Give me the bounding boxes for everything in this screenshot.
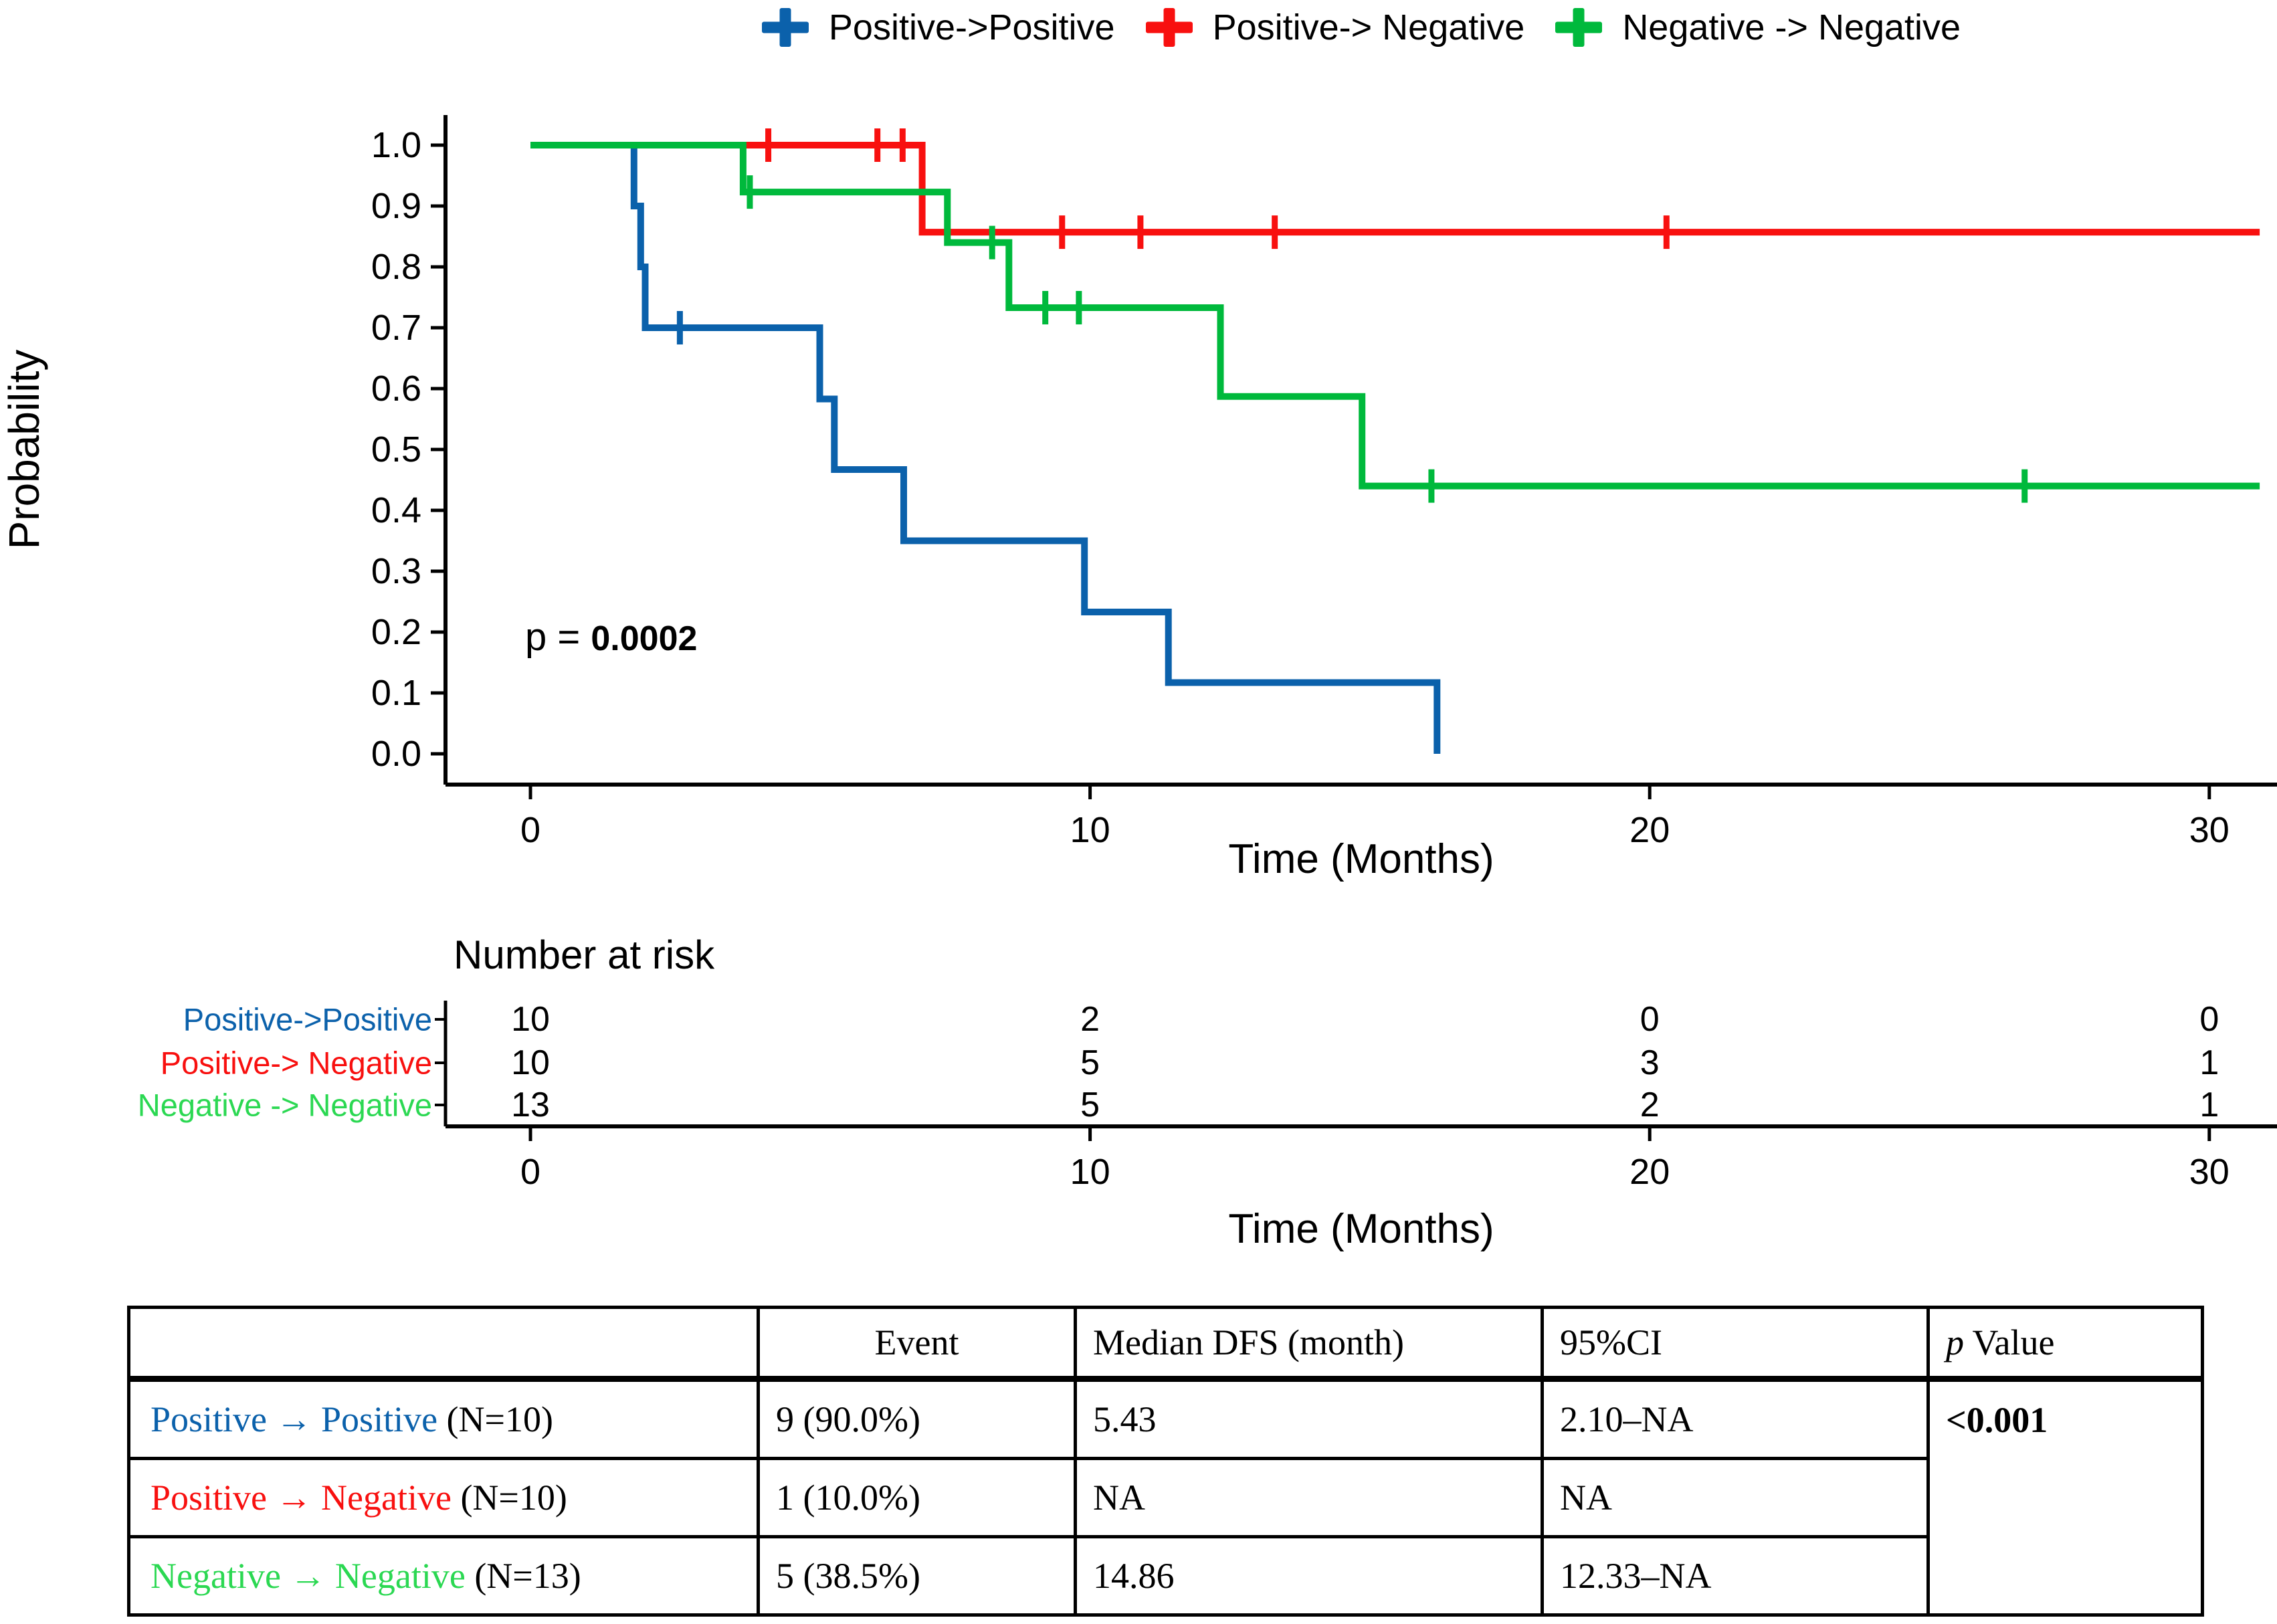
y-tick-label: 0.6 xyxy=(371,369,421,409)
summary-table-row-0: Positive → Positive (N=10) 9 (90.0%) 5.43 2… xyxy=(127,1377,2204,1617)
median-cell: NA xyxy=(1074,1457,1544,1538)
risk-x-tick-label: 20 xyxy=(1629,1152,1670,1192)
risk-count: 1 xyxy=(2199,1086,2219,1124)
p-value-cell: <0.001 xyxy=(1926,1377,2204,1617)
risk-count: 1 xyxy=(2199,1043,2219,1082)
risk-count: 10 xyxy=(511,1000,550,1039)
km-curve-positive-negative xyxy=(530,142,2260,236)
legend-label: Positive-> Negative xyxy=(1212,7,1525,47)
risk-x-tick-label: 10 xyxy=(1070,1152,1110,1192)
km-curve-positive-positive xyxy=(530,142,1441,754)
y-tick-label: 0.8 xyxy=(371,247,421,287)
km-plot: 0.00.10.20.30.40.50.60.70.80.91.00 10 20 30… xyxy=(0,115,2277,1252)
p-value-annotation: p = 0.0002 xyxy=(525,615,697,659)
group-label-cell: Positive → Negative (N=10) xyxy=(127,1457,760,1538)
median-cell: 5.43 xyxy=(1074,1377,1544,1460)
km-curve-negative-negative xyxy=(530,142,2260,490)
x-tick-label: 30 xyxy=(2189,810,2230,850)
y-tick-label: 1.0 xyxy=(371,125,421,165)
summary-table-header-row: Event Median DFS (month) 95%CI p Value xyxy=(127,1306,2204,1382)
y-tick-label: 0.4 xyxy=(371,490,421,530)
ci-cell: 12.33–NA xyxy=(1541,1535,1930,1617)
risk-count: 3 xyxy=(1640,1043,1660,1082)
risk-x-tick-label: 0 xyxy=(520,1152,540,1192)
risk-row-label: Negative -> Negative xyxy=(138,1088,432,1123)
risk-table-title: Number at risk xyxy=(454,932,715,977)
ci-cell: 2.10–NA xyxy=(1541,1377,1930,1460)
ci-cell: NA xyxy=(1541,1457,1930,1538)
y-tick-label: 0.0 xyxy=(371,734,421,774)
group-name: Positive → Negative xyxy=(151,1478,452,1518)
event-cell: 9 (90.0%) xyxy=(757,1377,1077,1460)
plot-legend: Positive->Positive Positive-> Negative Neg… xyxy=(446,4,2277,51)
risk-count: 2 xyxy=(1080,1000,1100,1039)
header-group xyxy=(127,1306,760,1382)
risk-count: 2 xyxy=(1640,1086,1660,1124)
x-tick-label: 10 xyxy=(1070,810,1110,850)
risk-row-label: Positive->Positive xyxy=(183,1002,432,1037)
risk-count: 5 xyxy=(1080,1086,1100,1124)
group-n: (N=13) xyxy=(465,1556,581,1596)
legend-label: Positive->Positive xyxy=(828,7,1115,47)
group-label-cell: Positive → Positive (N=10) xyxy=(127,1377,760,1460)
header-median-dfs: Median DFS (month) xyxy=(1074,1306,1544,1382)
risk-count: 10 xyxy=(511,1043,550,1082)
summary-table: Event Median DFS (month) 95%CI p Value P… xyxy=(127,1306,2204,1617)
risk-count: 5 xyxy=(1080,1043,1100,1082)
risk-count: 13 xyxy=(511,1086,550,1124)
y-tick-label: 0.2 xyxy=(371,612,421,652)
header-p-value: p Value xyxy=(1926,1306,2204,1382)
y-tick-label: 0.5 xyxy=(371,429,421,470)
x-tick-label: 20 xyxy=(1629,810,1670,850)
header-95ci: 95%CI xyxy=(1541,1306,1930,1382)
header-event: Event xyxy=(757,1306,1077,1382)
legend-item-0: Positive->Positive xyxy=(762,7,1115,48)
group-label-cell: Negative → Negative (N=13) xyxy=(127,1535,760,1617)
p-italic: p xyxy=(1946,1322,1964,1362)
event-cell: 1 (10.0%) xyxy=(757,1457,1077,1538)
legend-label: Negative -> Negative xyxy=(1622,7,1961,47)
y-axis-title: Probability xyxy=(0,350,48,550)
y-tick-label: 0.7 xyxy=(371,308,421,348)
summary-table-row-2: Negative → Negative (N=13) 5 (38.5%) 14.86… xyxy=(127,1535,2203,1617)
summary-table-row-1: Positive → Negative (N=10) 1 (10.0%) NA NA xyxy=(127,1457,2203,1538)
y-tick-label: 0.3 xyxy=(371,551,421,591)
risk-x-tick-label: 30 xyxy=(2189,1152,2230,1192)
p-rest: Value xyxy=(1964,1322,2055,1362)
group-n: (N=10) xyxy=(437,1399,553,1439)
group-n: (N=10) xyxy=(451,1478,567,1518)
y-tick-label: 0.9 xyxy=(371,186,421,226)
risk-x-axis-title: Time (Months) xyxy=(1228,1206,1494,1252)
group-name: Negative → Negative xyxy=(151,1556,466,1596)
x-axis-title: Time (Months) xyxy=(1228,836,1494,882)
median-cell: 14.86 xyxy=(1074,1535,1544,1617)
event-cell: 5 (38.5%) xyxy=(757,1535,1077,1617)
y-tick-label: 0.1 xyxy=(371,673,421,713)
group-name: Positive → Positive xyxy=(151,1399,438,1439)
legend-item-1: Positive-> Negative xyxy=(1146,7,1525,48)
x-tick-label: 0 xyxy=(520,810,540,850)
risk-count: 0 xyxy=(2199,1000,2219,1039)
risk-count: 0 xyxy=(1640,1000,1660,1039)
legend-item-2: Negative -> Negative xyxy=(1555,7,1961,48)
risk-row-label: Positive-> Negative xyxy=(161,1045,432,1081)
